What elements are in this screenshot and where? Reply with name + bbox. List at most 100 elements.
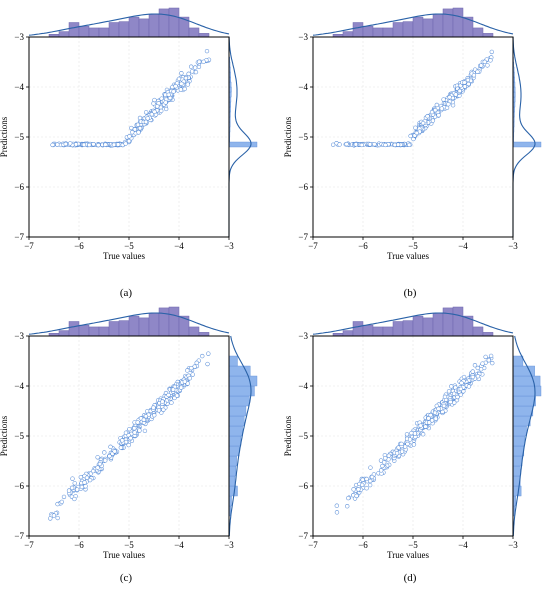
x-axis-label: True values xyxy=(103,550,145,560)
scatter-point xyxy=(112,143,116,147)
top-histogram-bar xyxy=(423,318,433,336)
y-tick-label: −5 xyxy=(298,132,308,142)
right-histogram-bar xyxy=(229,486,237,496)
scatter-point xyxy=(102,451,106,455)
scatter-point xyxy=(79,475,83,479)
scatter-point xyxy=(412,443,416,447)
scatter-point xyxy=(170,401,174,405)
right-histogram-bar xyxy=(229,416,244,426)
scatter-point xyxy=(55,143,59,147)
scatter-point xyxy=(443,395,447,399)
scatter-point xyxy=(408,438,412,442)
top-histogram-bar xyxy=(139,318,149,336)
scatter-point xyxy=(387,454,391,458)
y-tick-label: −6 xyxy=(298,481,308,491)
right-histogram-bar xyxy=(513,142,541,147)
scatter-point xyxy=(164,101,168,105)
scatter-point xyxy=(369,466,373,470)
scatter-point xyxy=(489,354,493,358)
y-axis-label: Predictions xyxy=(0,116,9,157)
scatter-point xyxy=(433,411,437,415)
y-tick-label: −6 xyxy=(298,182,308,192)
x-tick-label: −4 xyxy=(458,540,468,550)
y-tick-label: −6 xyxy=(14,182,24,192)
x-tick-label: −4 xyxy=(174,540,184,550)
x-tick-label: −6 xyxy=(74,241,84,251)
panel-label-d: (d) xyxy=(380,572,440,584)
scatter-point xyxy=(120,438,124,442)
scatter-point xyxy=(130,130,134,134)
right-histogram-bar xyxy=(229,436,241,446)
scatter-point xyxy=(361,478,365,482)
scatter-point xyxy=(75,488,79,492)
scatter-point xyxy=(91,469,95,473)
scatter-points xyxy=(335,354,494,514)
top-histogram-bar xyxy=(483,33,493,37)
x-tick-label: −4 xyxy=(174,241,184,251)
scatter-point xyxy=(124,142,128,146)
scatter-point xyxy=(153,110,157,114)
scatter-point xyxy=(484,355,488,359)
scatter-point xyxy=(426,114,430,118)
scatter-point xyxy=(357,487,361,491)
right-histogram-bar xyxy=(229,406,246,416)
top-histogram-bar xyxy=(383,327,393,336)
scatter-point xyxy=(395,451,399,455)
scatter-point xyxy=(487,358,491,362)
top-histogram-bar xyxy=(473,327,483,336)
scatter-point xyxy=(413,432,417,436)
x-tick-label: −5 xyxy=(408,540,418,550)
scatter-point xyxy=(68,141,72,145)
scatter-point xyxy=(354,142,358,146)
top-histogram-bar xyxy=(159,9,169,37)
top-histogram-bar xyxy=(109,23,119,38)
top-histogram-bar xyxy=(353,23,363,38)
scatter-point xyxy=(396,143,400,147)
scatter-point xyxy=(96,466,100,470)
top-histogram-bar xyxy=(343,32,353,37)
x-tick-label: −6 xyxy=(358,241,368,251)
top-histogram-bar xyxy=(99,327,109,336)
scatter-point xyxy=(427,416,431,420)
scatter-point xyxy=(87,143,91,147)
top-histogram-bar xyxy=(363,26,373,37)
right-histogram-bar xyxy=(513,396,536,406)
scatter-point xyxy=(109,445,113,449)
scatter-point xyxy=(368,483,372,487)
scatter-point xyxy=(463,85,467,89)
top-histogram xyxy=(29,8,229,37)
right-histogram-bar xyxy=(513,426,527,436)
panel-label-c: (c) xyxy=(96,572,156,584)
scatter-point xyxy=(92,142,96,146)
y-axis-label: Predictions xyxy=(283,415,293,456)
x-axis-label: True values xyxy=(387,550,429,560)
scatter-point xyxy=(407,143,411,147)
scatter-point xyxy=(157,408,161,412)
top-histogram-bar xyxy=(433,313,443,336)
scatter-point xyxy=(421,432,425,436)
scatter-point xyxy=(183,380,187,384)
scatter-point xyxy=(142,418,146,422)
scatter-point xyxy=(155,105,159,109)
x-tick-label: −6 xyxy=(74,540,84,550)
scatter-point xyxy=(48,517,52,521)
top-histogram-bar xyxy=(99,28,109,37)
scatter-point xyxy=(179,82,183,86)
scatter-point xyxy=(355,494,359,498)
scatter-point xyxy=(437,113,441,117)
scatter-point xyxy=(202,60,206,64)
scatter-point xyxy=(459,387,463,391)
scatter-point xyxy=(189,366,193,370)
scatter-point xyxy=(467,385,471,389)
scatter-point xyxy=(161,408,165,412)
scatter-point xyxy=(421,121,425,125)
scatter-point xyxy=(103,459,107,463)
scatter-point xyxy=(144,120,148,124)
top-histogram-bar xyxy=(373,28,383,37)
right-histogram-bar xyxy=(513,416,530,426)
top-histogram-bar xyxy=(109,322,119,337)
right-histogram-bar xyxy=(229,446,239,456)
scatter-point xyxy=(159,109,163,113)
